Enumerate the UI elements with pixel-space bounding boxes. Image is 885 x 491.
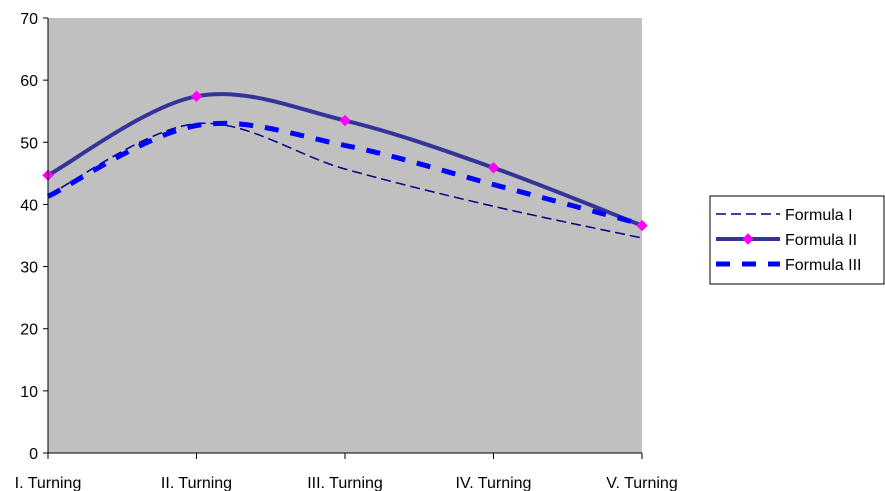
series-line-1 [47, 122, 643, 239]
y-tick-label: 10 [20, 384, 38, 401]
x-tick-label: IV. Turning [456, 475, 532, 491]
x-tick-label: V. Turning [606, 475, 677, 491]
y-axis-ticks: 0 10 20 30 40 50 60 70 [20, 11, 48, 463]
x-axis-ticks: I. Turning II. Turning III. Turning IV. Tur… [15, 453, 678, 491]
y-tick-label: 0 [29, 446, 38, 463]
legend-marker [742, 233, 754, 245]
legend-label-1: Formula I [785, 207, 853, 224]
data-point-marker [339, 114, 351, 127]
y-tick-label: 50 [20, 135, 38, 152]
y-tick-label: 40 [20, 197, 38, 214]
y-tick-label: 30 [20, 260, 38, 277]
y-tick-label: 70 [20, 11, 38, 28]
legend-label-2: Formula II [785, 232, 857, 249]
series-line-3 [46, 120, 643, 227]
data-point-marker [190, 90, 203, 103]
y-tick-label: 20 [20, 322, 38, 339]
plot-area [48, 18, 642, 453]
data-point-marker [636, 219, 648, 232]
legend-label-3: Formula III [785, 257, 861, 274]
y-tick-label: 60 [20, 73, 38, 90]
x-tick-label: II. Turning [161, 475, 232, 491]
x-tick-label: III. Turning [307, 475, 383, 491]
x-tick-label: I. Turning [15, 475, 82, 491]
legend: Formula I Formula II Formula III [709, 195, 885, 285]
data-point-marker [487, 162, 500, 174]
